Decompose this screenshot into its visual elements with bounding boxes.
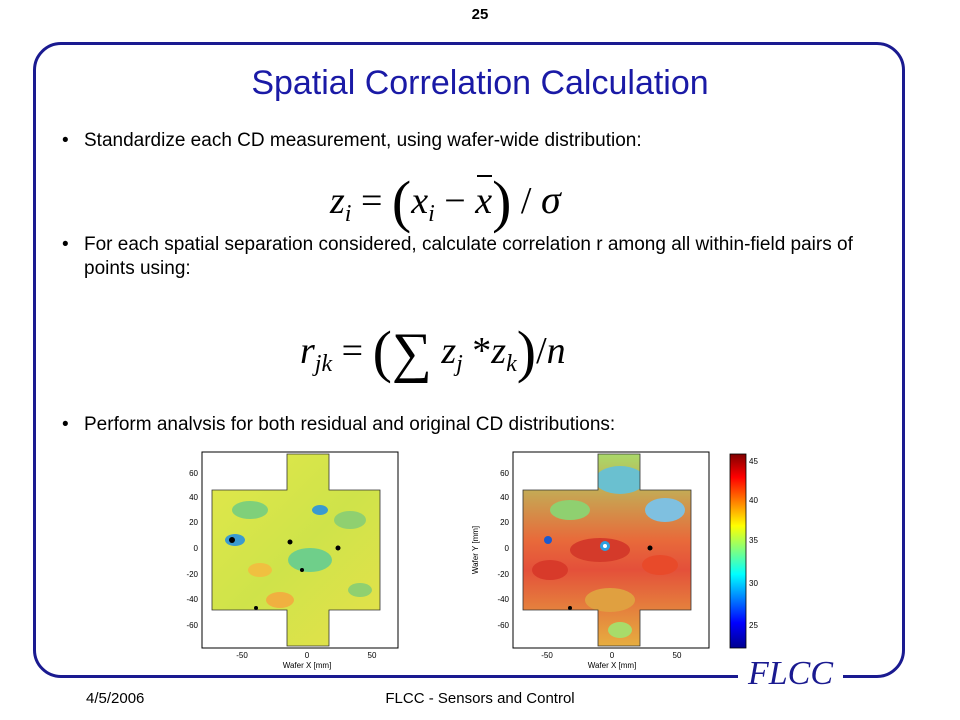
slide-frame [33,42,905,678]
equation-correlation: rjk = (∑ zj *zk)/n [300,318,566,385]
colorbar-tick: 25 [749,621,758,630]
eq-equals: = [360,180,383,222]
x-tick: 0 [610,651,615,660]
wafer-map-original: Wafer Y [mm] 60 40 20 0 -20 -40 -60 -50 … [470,450,730,675]
eq-paren-open: ( [372,319,392,384]
wafer-map-original-svg: Wafer Y [mm] 60 40 20 0 -20 -40 -60 -50 … [471,451,710,670]
bullet-dot: • [62,234,69,255]
flcc-logo: FLCC [738,654,844,694]
y-tick: -60 [497,621,509,630]
y-tick: -60 [186,621,198,630]
bullet-dot: • [62,414,69,435]
eq-paren-close: ) [516,319,537,384]
bullet-text: Standardize each CD measurement, using w… [84,130,642,151]
y-tick-labels: 60 40 20 0 -20 -40 -60 [186,469,198,630]
eq-symbol: z [330,180,345,222]
eq-subscript: j [456,351,463,377]
eq-symbol: x [411,180,429,222]
y-tick: 40 [500,493,509,502]
y-axis-label: Wafer Y [mm] [471,526,480,574]
eq-equals: = [341,330,364,372]
x-tick-labels: -50 0 50 Wafer X [mm] [236,651,377,670]
eq-symbol: z [491,330,507,372]
equation-standardize: zi = (xi − x) / σ [330,168,561,235]
eq-minus: − [444,180,466,222]
y-tick-labels: 60 40 20 0 -20 -40 -60 [497,469,509,630]
colorbar-svg: 45 40 35 30 25 [729,453,758,649]
y-tick: 20 [500,518,509,527]
y-tick: -20 [186,570,198,579]
x-tick-labels: -50 0 50 Wafer X [mm] [541,651,682,670]
bullet-analysis: • Perform analvsis for both residual and… [62,413,862,437]
x-tick: -50 [236,651,248,660]
eq-symbol: r [300,330,315,372]
slide-title: Spatial Correlation Calculation [251,64,709,102]
colorbar-gradient [729,453,747,649]
eq-divide: / [536,330,547,372]
x-tick: 0 [305,651,310,660]
y-tick: 0 [194,544,199,553]
colorbar: 45 40 35 30 25 [728,452,774,652]
x-tick: 50 [673,651,682,660]
bullet-correlation: • For each spatial separation considered… [62,233,862,281]
y-tick: 40 [189,493,198,502]
eq-symbol: n [546,330,566,372]
x-tick: -50 [541,651,553,660]
wafer-map-residual: 60 40 20 0 -20 -40 -60 -50 0 50 Wafer X … [160,450,430,675]
footer-date: 4/5/2006 [86,690,145,707]
slide-number: 25 [471,6,489,23]
colorbar-tick: 35 [749,536,758,545]
wafer-map-residual-svg: 60 40 20 0 -20 -40 -60 -50 0 50 Wafer X … [186,451,399,670]
bullet-text: Perform analvsis for both residual and o… [84,414,616,435]
colorbar-tick: 40 [749,496,758,505]
eq-subscript: i [428,201,435,227]
eq-paren-open: ( [391,169,412,234]
y-tick: 20 [189,518,198,527]
eq-divide: / [520,180,532,222]
eq-subscript: i [344,201,352,227]
colorbar-tick: 45 [749,457,758,466]
y-tick: -40 [186,595,198,604]
x-axis-label: Wafer X [mm] [588,661,637,670]
eq-mean-symbol: x [475,175,493,222]
colorbar-ticks: 45 40 35 30 25 [749,457,758,630]
y-tick: -20 [497,570,509,579]
eq-times: * [472,330,492,372]
x-tick: 50 [368,651,377,660]
bullet-standardize: • Standardize each CD measurement, using… [62,129,862,153]
y-tick: 0 [505,544,510,553]
eq-sum: ∑ [391,322,432,384]
eq-paren-close: ) [492,169,512,234]
bullet-text: For each spatial separation considered, … [84,234,853,279]
y-tick: -40 [497,595,509,604]
eq-symbol: z [441,330,457,372]
colorbar-tick: 30 [749,579,758,588]
y-tick: 60 [189,469,198,478]
eq-subscript: k [506,351,517,377]
y-tick: 60 [500,469,509,478]
eq-sigma: σ [540,177,561,222]
eq-subscript: jk [314,351,333,377]
bullet-dot: • [62,130,69,151]
footer-center-text: FLCC - Sensors and Control [385,690,575,707]
x-axis-label: Wafer X [mm] [283,661,332,670]
